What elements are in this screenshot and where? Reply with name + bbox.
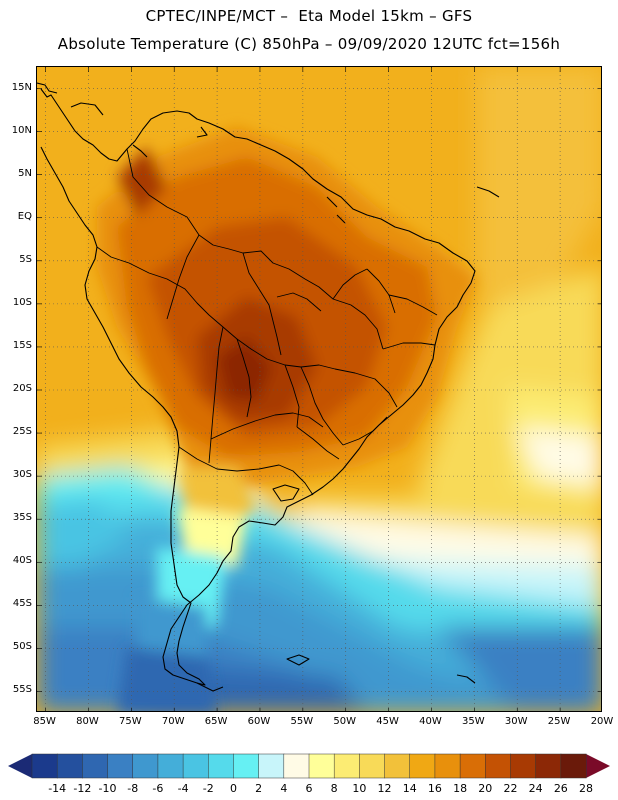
temperature-map	[36, 66, 602, 712]
colorbar-label: -14	[48, 782, 67, 795]
lon-label-85w: 85W	[33, 716, 56, 727]
lat-label-50s: 50S	[12, 641, 32, 653]
colorbar-label: 6	[305, 782, 313, 795]
lat-label-35s: 35S	[12, 512, 32, 524]
colorbar-left-arrow	[8, 754, 32, 778]
colorbar-swatch	[157, 753, 184, 779]
lat-label-10n: 10N	[11, 124, 32, 136]
colorbar-label: 22	[503, 782, 518, 795]
map-title: CPTEC/INPE/MCT – Eta Model 15km – GFS	[145, 7, 473, 25]
colorbar-label: 18	[453, 782, 468, 795]
colorbar-label: 14	[402, 782, 417, 795]
colorbar-label: 20	[478, 782, 493, 795]
lon-label-80w: 80W	[76, 716, 99, 727]
colorbar-label: 2	[255, 782, 263, 795]
colorbar-label: 28	[579, 782, 593, 795]
colorbar-label: -8	[127, 782, 139, 795]
map-subtitle: Absolute Temperature (C) 850hPa – 09/09/…	[57, 35, 561, 53]
colorbar-swatch	[208, 753, 235, 779]
colorbar-swatch	[283, 753, 310, 779]
colorbar-swatch	[359, 753, 386, 779]
colorbar-swatch	[31, 753, 58, 779]
lat-label-40s: 40S	[12, 555, 32, 567]
colorbar-swatch	[510, 753, 537, 779]
colorbar-swatch	[485, 753, 512, 779]
lat-label-eq: EQ	[17, 210, 32, 222]
colorbar-swatch	[333, 753, 360, 779]
colorbar-label: -4	[177, 782, 189, 795]
lon-label-75w: 75W	[119, 716, 142, 727]
lat-label-45s: 45S	[12, 598, 32, 610]
colorbar-swatch	[258, 753, 285, 779]
colorbar-right-arrow	[586, 754, 610, 778]
lon-label-20w: 20W	[590, 716, 614, 727]
colorbar-label: 0	[229, 782, 237, 795]
colorbar-swatch	[560, 753, 587, 779]
colorbar-label: -6	[152, 782, 164, 795]
colorbar-swatch	[535, 753, 562, 779]
coastline	[37, 82, 500, 692]
lon-label-55w: 55W	[290, 716, 314, 727]
colorbar-label: 26	[553, 782, 568, 795]
lon-label-60w: 60W	[247, 716, 271, 727]
colorbar-label: -12	[73, 782, 92, 795]
colorbar-swatch	[182, 753, 209, 779]
colorbar-swatch	[434, 753, 461, 779]
lat-label-20s: 20S	[12, 383, 32, 394]
lon-label-25w: 25W	[547, 716, 571, 727]
lon-label-50w: 50W	[333, 716, 357, 727]
colorbar-label: -2	[202, 782, 214, 795]
colorbar-label: 12	[377, 782, 392, 795]
lon-label-30w: 30W	[504, 716, 528, 727]
lat-label-15n: 15N	[11, 81, 32, 93]
colorbar-label: 24	[528, 782, 543, 795]
lon-label-35w: 35W	[462, 716, 485, 727]
lat-label-55s: 55S	[12, 684, 32, 696]
lon-label-70w: 70W	[161, 716, 185, 727]
colorbar-label: 16	[427, 782, 442, 795]
colorbar-label: 10	[352, 782, 367, 795]
country-borders	[96, 148, 438, 496]
lon-label-40w: 40W	[419, 716, 442, 727]
colorbar-label: 8	[330, 782, 338, 795]
colorbar-swatch	[308, 753, 335, 779]
colorbar-label: -10	[98, 782, 117, 795]
colorbar-swatch	[107, 753, 134, 779]
lat-label-5s: 5S	[19, 253, 32, 265]
lat-lon-grid	[37, 67, 601, 711]
lat-label-5n: 5N	[18, 167, 32, 179]
colorbar-swatch	[56, 753, 83, 779]
colorbar-swatch	[82, 753, 109, 779]
map-canvas	[37, 67, 601, 711]
colorbar-label: 4	[280, 782, 288, 795]
colorbar-swatch	[384, 753, 411, 779]
lat-label-10s: 10S	[12, 296, 32, 308]
colorbar-swatch	[233, 753, 260, 779]
colorbar-swatch	[409, 753, 436, 779]
lon-label-65w: 65W	[204, 716, 228, 727]
lat-label-15s: 15S	[12, 339, 32, 351]
lat-label-30s: 30S	[12, 469, 32, 481]
colorbar-swatch	[132, 753, 159, 779]
lon-label-45w: 45W	[376, 716, 399, 727]
colorbar-swatch	[459, 753, 486, 779]
temperature-colorbar	[8, 753, 610, 779]
lat-label-25s: 25S	[12, 426, 32, 438]
